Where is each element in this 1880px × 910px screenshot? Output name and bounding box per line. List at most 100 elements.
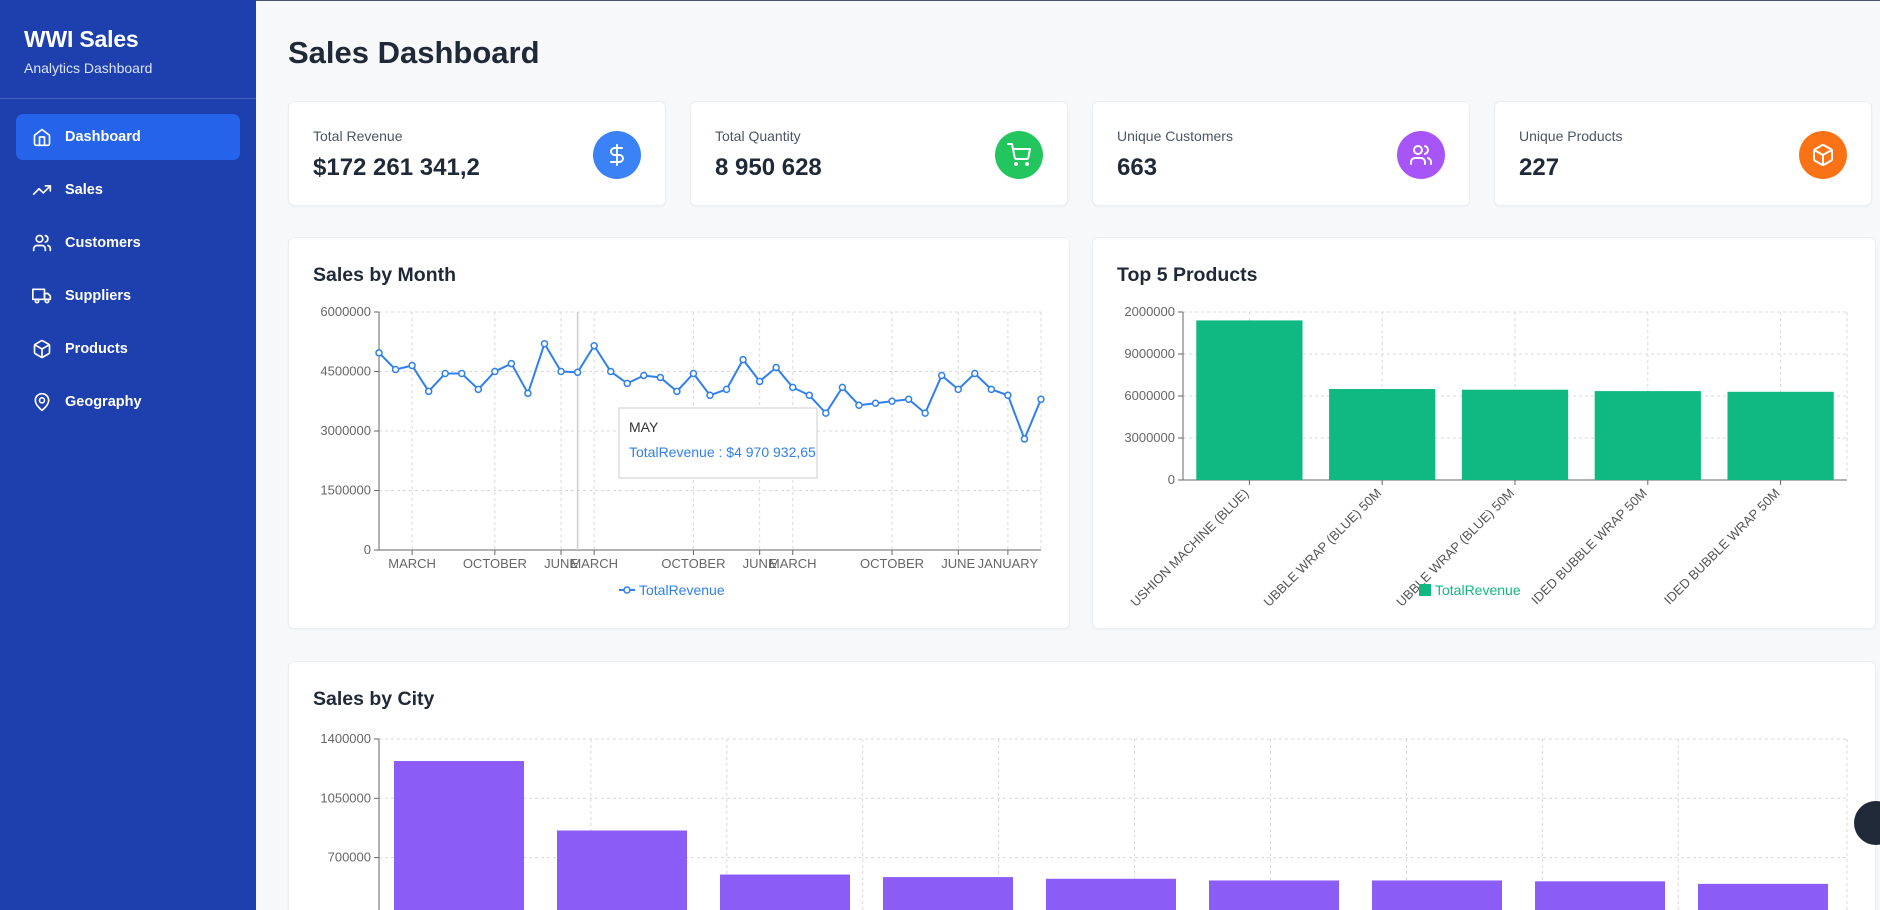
legend-label: TotalRevenue: [639, 582, 725, 598]
data-point: [441, 369, 449, 378]
x-tick-label: MARCH: [570, 556, 618, 571]
bar: [394, 761, 524, 910]
y-tick-label: 0: [364, 542, 371, 557]
x-tick-label: JUNE: [941, 556, 975, 571]
box-icon: [1813, 144, 1833, 166]
data-point: [606, 367, 615, 376]
panel-sales-by-city: Sales by City 350000 700000 1050000 1400000: [288, 661, 1876, 910]
y-tick-label: 1500000: [320, 483, 371, 498]
sidebar-item-suppliers[interactable]: Suppliers: [16, 273, 240, 319]
bar: [1535, 881, 1665, 910]
sidebar-item-geography[interactable]: Geography: [16, 379, 240, 425]
sidebar-item-customers[interactable]: Customers: [16, 220, 240, 266]
sidebar-item-label: Dashboard: [65, 129, 141, 145]
cart-icon: [1007, 143, 1031, 166]
stat-label: Total Revenue: [313, 128, 403, 144]
bar: [1698, 883, 1828, 910]
bar: [1461, 389, 1569, 480]
data-point: [391, 365, 400, 374]
sidebar-item-label: Sales: [65, 182, 103, 198]
users-icon: [32, 234, 52, 252]
data-point: [706, 391, 714, 400]
data-point: [954, 385, 962, 394]
y-tick-label: 0: [1168, 472, 1175, 487]
stat-value: $172 261 341,2: [313, 154, 480, 181]
sidebar-item-products[interactable]: Products: [16, 326, 240, 372]
legend-marker: [623, 586, 631, 594]
sales-by-city-chart[interactable]: 350000 700000 1050000 1400000: [289, 662, 1876, 910]
map-pin-icon: [34, 392, 50, 412]
sidebar-item-sales[interactable]: Sales: [16, 167, 240, 213]
panel-title: Sales by Month: [313, 264, 457, 286]
data-point: [855, 401, 863, 409]
legend-marker: [1419, 584, 1431, 596]
brand: WWI Sales Analytics Dashboard: [0, 0, 256, 99]
brand-subtitle: Analytics Dashboard: [24, 60, 153, 76]
panel-top-5-products: Top 5 Products 0 3000000 6000000 9000000 200…: [1092, 237, 1876, 629]
chart-tooltip: [618, 407, 818, 479]
stat-icon-badge: [995, 131, 1043, 179]
sidebar-item-dashboard[interactable]: Dashboard: [16, 114, 240, 160]
bar: [1329, 389, 1436, 480]
x-tick-label: MARCH: [388, 556, 436, 571]
data-point: [822, 409, 830, 417]
bar: [1727, 391, 1834, 480]
data-point: [987, 385, 996, 394]
sidebar-item-label: Products: [65, 341, 128, 357]
data-point: [838, 383, 847, 392]
data-point: [805, 391, 814, 400]
y-tick-label: 9000000: [1124, 346, 1175, 361]
data-point: [1004, 391, 1012, 400]
stat-card-total-quantity: Total Quantity 8 950 628: [690, 101, 1068, 206]
x-tick-label: JUNE: [743, 556, 777, 571]
stat-card-unique-products: Unique Products 227: [1494, 101, 1872, 206]
y-tick-label: 3000000: [1124, 430, 1175, 445]
y-tick-label: 1050000: [320, 790, 371, 805]
legend-label: TotalRevenue: [1435, 582, 1521, 598]
brand-title: WWI Sales: [24, 26, 139, 52]
truck-icon: [32, 288, 52, 304]
sidebar-nav: Dashboard Sales Customers Suppliers Prod…: [0, 99, 256, 447]
x-tick-label: JANUARY: [978, 556, 1039, 571]
x-tick-label: IDED BUBBLE WRAP 50M: [1661, 486, 1783, 608]
box-icon: [33, 339, 51, 359]
data-point: [557, 367, 565, 376]
data-point: [424, 387, 433, 396]
data-point: [590, 341, 598, 350]
dollar-icon: [610, 144, 624, 166]
data-point: [1037, 395, 1045, 404]
stat-value: 663: [1117, 154, 1158, 181]
data-point: [971, 369, 979, 378]
x-tick-label: MARCH: [769, 556, 817, 571]
tooltip-value: TotalRevenue : $4 970 932,65: [629, 444, 816, 460]
y-tick-label: 4500000: [320, 364, 371, 379]
data-point: [640, 371, 648, 380]
stat-card-total-revenue: Total Revenue $172 261 341,2: [288, 101, 666, 206]
data-point: [755, 377, 764, 386]
bar: [720, 874, 850, 910]
data-point: [871, 399, 880, 407]
stat-value: 8 950 628: [715, 154, 822, 181]
data-point: [656, 373, 665, 382]
stat-icon-badge: [1799, 131, 1847, 179]
x-tick-label: UBBLE WRAP (BLUE) 50M: [1260, 486, 1384, 610]
bar: [1372, 880, 1502, 910]
sales-by-month-chart[interactable]: 0 1500000 3000000 4500000 6000000 MARCH OCTOBE…: [289, 238, 1070, 629]
data-point: [458, 369, 466, 378]
data-point: [491, 367, 499, 376]
data-point: [789, 383, 797, 392]
stat-label: Unique Customers: [1117, 128, 1233, 144]
data-point: [739, 355, 747, 364]
data-point: [524, 389, 532, 398]
sidebar: WWI Sales Analytics Dashboard Dashboard …: [0, 0, 256, 910]
tooltip-title: MAY: [629, 419, 659, 435]
data-point: [408, 361, 416, 370]
panel-title: Sales by City: [313, 688, 435, 710]
users-icon: [1410, 145, 1432, 165]
stat-value: 227: [1519, 154, 1560, 181]
stat-icon-badge: [1397, 131, 1445, 179]
top-products-chart[interactable]: 0 3000000 6000000 9000000 2000000 USHION MACH…: [1093, 238, 1876, 629]
data-point: [375, 349, 383, 357]
bar: [1594, 391, 1701, 480]
data-point: [1020, 435, 1029, 443]
